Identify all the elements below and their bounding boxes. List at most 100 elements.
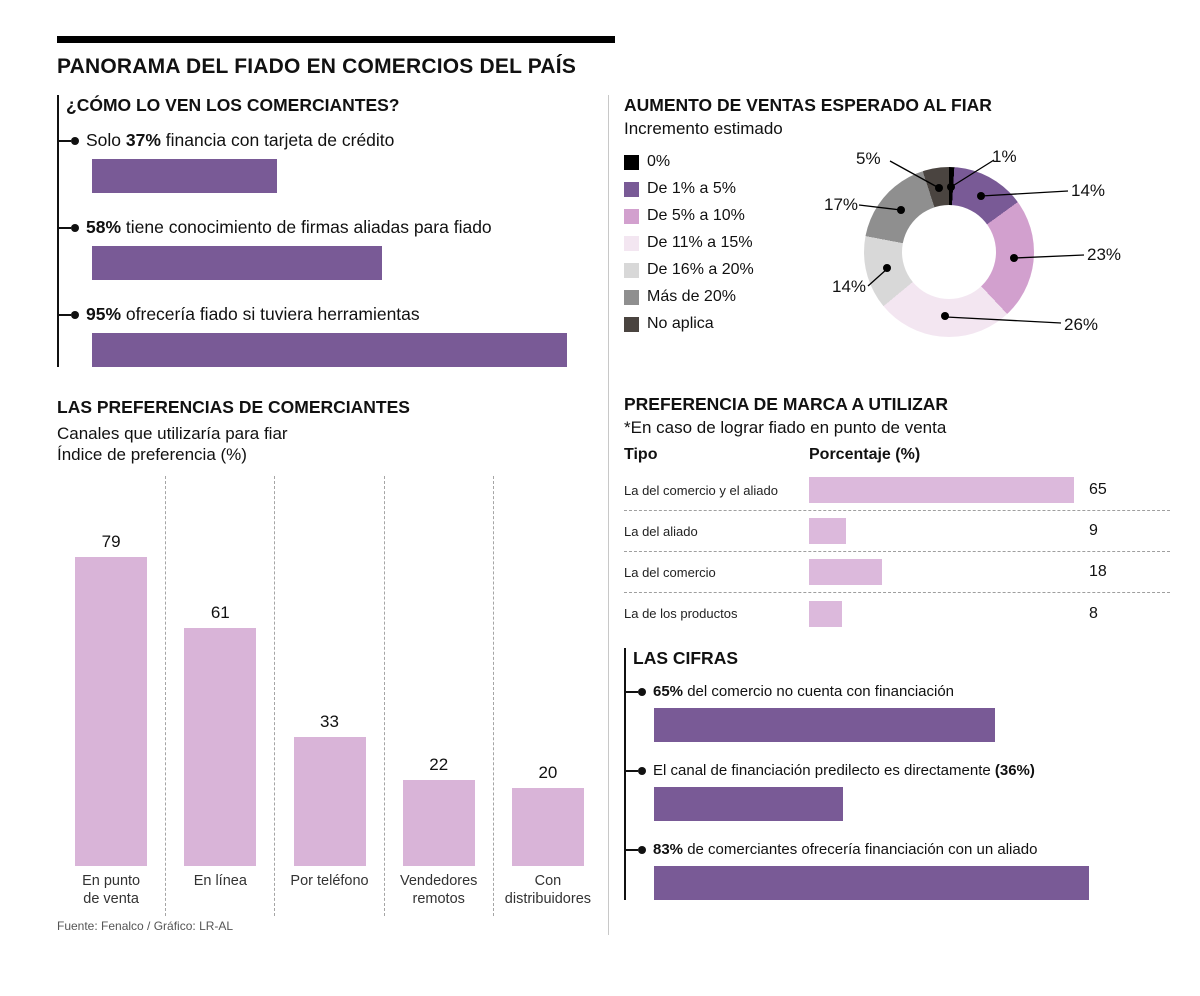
chart-plot: 20	[494, 476, 602, 866]
bullet-connector	[626, 848, 638, 851]
value-bar	[402, 779, 475, 866]
column-header: Porcentaje (%)	[809, 446, 921, 463]
value-bar	[293, 736, 366, 866]
bullet-dot	[638, 687, 646, 696]
category-label: En línea	[193, 872, 247, 889]
legend-item: De 11% a 15%	[624, 234, 824, 252]
legend-item: De 16% a 20%	[624, 261, 824, 279]
chart-column: 20 Con distribuidores	[494, 476, 602, 916]
bullet-dot	[638, 845, 646, 854]
fact-text-pre: Solo	[86, 130, 126, 150]
donut-callout-label: 14%	[1071, 181, 1106, 200]
bullet-connector	[626, 769, 638, 772]
legend-label: De 16% a 20%	[647, 261, 754, 278]
table-header-row: Tipo Porcentaje (%)	[624, 446, 1170, 464]
donut-chart-row: 0% De 1% a 5% De 5% a 10% De 11% a 15%	[624, 147, 1170, 382]
left-column: ¿CÓMO LO VEN LOS COMERCIANTES? Solo 37% …	[57, 95, 608, 933]
value-bar	[809, 559, 883, 585]
fact-label: 65% del comercio no cuenta con financiac…	[653, 683, 954, 700]
bar-value-label: 61	[210, 602, 230, 622]
preference-table: Tipo Porcentaje (%) La del comercio y el…	[624, 446, 1170, 634]
fact-item: 95% ofrecería fiado si tuviera herramien…	[59, 304, 608, 367]
fact-text-bold: (36%)	[994, 762, 1035, 779]
fact-line: 95% ofrecería fiado si tuviera herramien…	[59, 304, 608, 325]
value-bar	[92, 159, 277, 193]
right-column: AUMENTO DE VENTAS ESPERADO AL FIAR Incre…	[608, 95, 1170, 935]
legend-label: De 5% a 10%	[647, 207, 745, 224]
bar-track	[654, 866, 1178, 900]
value-bar	[809, 518, 846, 544]
legend-swatch	[624, 154, 639, 170]
category-label: Por teléfono	[290, 872, 369, 889]
vertical-bar-chart: 79 En punto de venta 61 En línea 33	[57, 475, 602, 916]
donut-hole	[902, 205, 996, 299]
bar-track	[92, 333, 592, 367]
legend-item: No aplica	[624, 315, 824, 333]
chart-plot: 33	[275, 476, 383, 866]
bar-value-label: 22	[429, 754, 449, 774]
section-aumento-ventas: AUMENTO DE VENTAS ESPERADO AL FIAR Incre…	[624, 95, 1170, 382]
row-label: La del aliado	[624, 523, 698, 539]
fact-text-bold: 37%	[125, 130, 161, 150]
bullet-dot	[71, 310, 79, 319]
fact-text-post: de comerciantes ofrecería financiación c…	[683, 841, 1038, 858]
fact-item: El canal de financiación predilecto es d…	[626, 762, 1170, 821]
bar-track	[654, 708, 1178, 742]
donut-chart	[864, 167, 1034, 337]
chart-plot: 22	[385, 476, 493, 866]
section-preferencia-marca: PREFERENCIA DE MARCA A UTILIZAR *En caso…	[624, 394, 1170, 634]
section-title: LAS PREFERENCIAS DE COMERCIANTES	[57, 397, 410, 417]
chart-subtitle: Canales que utilizaría para fiar	[57, 424, 288, 443]
fact-text-post: financia con tarjeta de crédito	[160, 130, 395, 150]
fact-text-bold: 65%	[653, 683, 684, 700]
donut-area: 5% 1% 14% 23% 26% 14% 17%	[824, 147, 1134, 382]
bullet-dot	[71, 223, 79, 232]
legend-item: De 1% a 5%	[624, 180, 824, 198]
section-las-cifras: LAS CIFRAS 65% del comercio no cuenta co…	[624, 648, 1170, 900]
donut-legend: 0% De 1% a 5% De 5% a 10% De 11% a 15%	[624, 147, 824, 382]
bar-track	[92, 159, 592, 193]
chart-ylabel: Índice de preferencia (%)	[57, 445, 247, 465]
chart-plot: 79	[57, 476, 165, 866]
columns: ¿CÓMO LO VEN LOS COMERCIANTES? Solo 37% …	[57, 95, 1170, 935]
legend-item: Más de 20%	[624, 288, 824, 306]
value-bar	[654, 708, 995, 742]
category-label: Con distribuidores	[504, 872, 592, 907]
value-bar	[809, 600, 842, 627]
bar-track	[809, 477, 1081, 503]
top-rule	[57, 36, 615, 43]
bullet-dot	[638, 766, 646, 775]
chart-column: 79 En punto de venta	[57, 475, 167, 916]
column-header: Tipo	[624, 446, 658, 463]
fact-text-bold: 83%	[653, 841, 684, 858]
bar-track	[809, 518, 1081, 544]
fact-text-bold: 95%	[86, 304, 122, 324]
table-row: La del comercio y el aliado 65	[624, 470, 1170, 511]
page-title: PANORAMA DEL FIADO EN COMERCIOS DEL PAÍS	[57, 55, 577, 78]
legend-item: De 5% a 10%	[624, 207, 824, 225]
category-label: En punto de venta	[82, 872, 141, 907]
fact-line: 58% tiene conocimiento de firmas aliadas…	[59, 217, 608, 238]
section-como-lo-ven: ¿CÓMO LO VEN LOS COMERCIANTES? Solo 37% …	[57, 95, 608, 367]
source-credit: Fuente: Fenalco / Gráfico: LR-AL	[57, 918, 234, 933]
fact-text-post: ofrecería fiado si tuviera herramientas	[121, 304, 420, 324]
row-label: La de los productos	[624, 606, 738, 621]
section-title: PREFERENCIA DE MARCA A UTILIZAR	[624, 394, 949, 414]
fact-label: 95% ofrecería fiado si tuviera herramien…	[86, 304, 420, 325]
legend-label: De 11% a 15%	[647, 234, 753, 251]
fact-line: 83% de comerciantes ofrecería financiaci…	[626, 841, 1170, 858]
chart-subtitle: Incremento estimado	[624, 119, 783, 138]
section-title: AUMENTO DE VENTAS ESPERADO AL FIAR	[624, 95, 992, 115]
section-title: ¿CÓMO LO VEN LOS COMERCIANTES?	[66, 95, 400, 115]
table-row: La del comercio 18	[624, 552, 1170, 593]
fact-text-pre: El canal de financiación predilecto es d…	[653, 762, 995, 779]
donut-callout-label: 5%	[856, 149, 881, 168]
legend-swatch	[624, 181, 639, 197]
legend-swatch	[624, 289, 639, 305]
bar-value-label: 79	[101, 532, 121, 552]
value-bar	[809, 477, 1075, 503]
legend-swatch	[624, 235, 639, 251]
fact-text-post: tiene conocimiento de firmas aliadas par…	[121, 217, 492, 237]
fact-text-bold: 58%	[86, 217, 122, 237]
fact-text-post: del comercio no cuenta con financiación	[683, 683, 955, 700]
